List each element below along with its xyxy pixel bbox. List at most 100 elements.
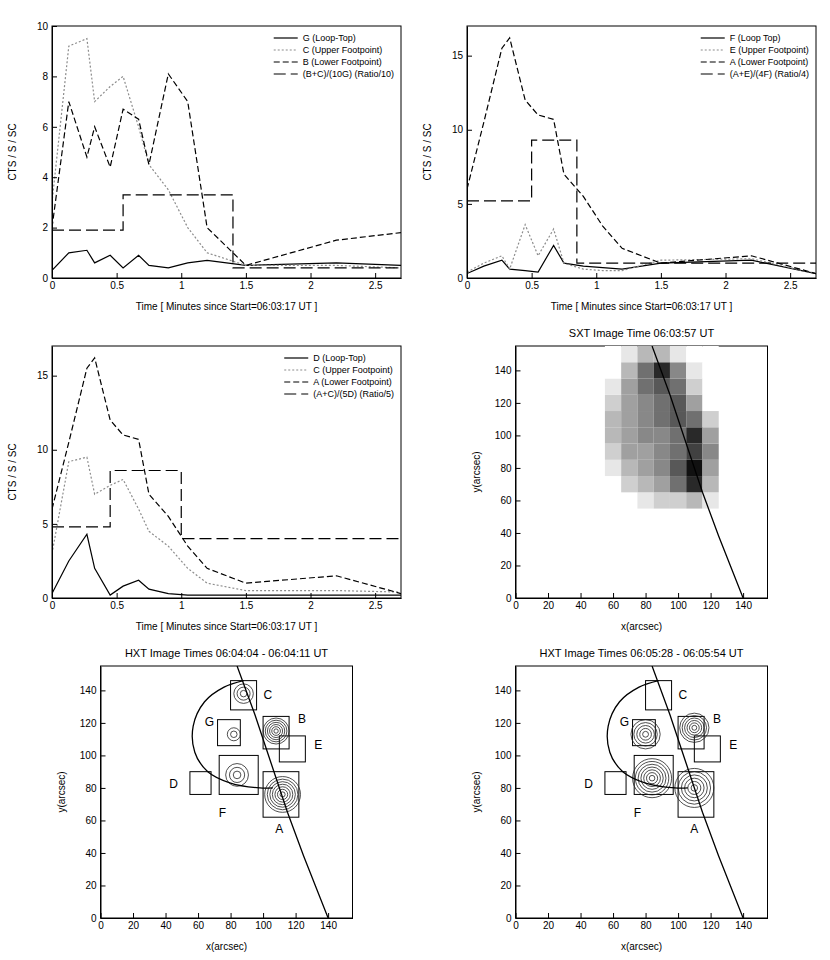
heatmap-cell: [654, 460, 670, 476]
y-axis-title: y(arcsec): [471, 771, 482, 812]
heatmap-cell: [637, 346, 653, 362]
legend-entries: G (Loop-Top)C (Upper Footpoint)B (Lower …: [274, 33, 394, 79]
tick-mark: [711, 913, 712, 918]
series-line: [467, 225, 816, 274]
tick: 20: [500, 880, 520, 891]
legend-background: [280, 349, 398, 403]
tick: 60: [500, 815, 520, 826]
tick-mark: [726, 273, 727, 278]
x-axis: 00.511.522.5: [50, 593, 402, 611]
tick: 2: [42, 222, 57, 233]
heatmap-cell: [686, 411, 702, 427]
x-axis-title: Time [ Minutes since Start=06:03:17 UT ]: [136, 301, 318, 312]
heatmap-cell: [654, 444, 670, 460]
tick: 0.5: [525, 273, 539, 291]
x-axis: 020406080100120140: [98, 913, 353, 931]
tick-mark: [516, 500, 521, 501]
tick: 2.5: [784, 273, 798, 291]
contour: [689, 723, 699, 733]
tick: 100: [670, 913, 687, 931]
tick-label: 1: [594, 280, 600, 291]
tick: 1: [179, 593, 185, 611]
contour: [638, 764, 666, 792]
heatmap-cell: [654, 346, 670, 362]
region-label: G: [620, 715, 629, 729]
y-axis: 051015: [452, 27, 472, 284]
y-axis-title: CTS / S / SC: [7, 443, 18, 500]
x-axis-title: x(arcsec): [621, 621, 662, 632]
tick-label: 100: [670, 600, 687, 611]
tick-label: 2: [308, 600, 314, 611]
tick-label: 40: [160, 920, 172, 931]
region-label: B: [713, 712, 721, 726]
tick-label: 60: [500, 815, 512, 826]
heatmap-cell: [637, 492, 653, 508]
tick-label: 6: [42, 122, 48, 133]
contour: [233, 771, 241, 779]
tick-mark: [181, 593, 182, 598]
tick: 80: [85, 783, 105, 794]
tick: 20: [128, 913, 140, 931]
tick-mark: [467, 130, 472, 131]
panel: 020406080100120140020406080100120140SXT …: [471, 327, 769, 632]
tick-mark: [52, 76, 57, 77]
region-box: [678, 716, 704, 749]
tick-label: 10: [37, 444, 49, 455]
tick-mark: [548, 593, 549, 598]
tick-label: 0.5: [110, 280, 124, 291]
contour-set: [227, 728, 240, 741]
tick-mark: [52, 598, 57, 599]
legend-swatch: [284, 357, 308, 358]
contour: [634, 723, 657, 746]
heatmap-cell: [654, 362, 670, 378]
tick-label: 2.5: [369, 600, 383, 611]
tick-mark: [101, 885, 106, 886]
plot-frame: [52, 346, 401, 598]
contour: [227, 728, 240, 741]
tick: 40: [500, 528, 520, 539]
heatmap-cell: [605, 379, 621, 395]
tick-mark: [516, 788, 521, 789]
legend-swatch: [284, 393, 308, 394]
region-label: C: [679, 688, 688, 702]
tick: 80: [641, 593, 653, 611]
tick-label: 0.5: [110, 600, 124, 611]
heatmap-cell: [621, 379, 637, 395]
axis-line: [53, 598, 402, 599]
tick-label: 80: [500, 463, 512, 474]
contour: [231, 731, 238, 738]
legend-background: [270, 29, 398, 83]
x-axis-title: x(arcsec): [621, 941, 662, 952]
tick-label: 0: [50, 600, 56, 611]
heatmap-cell: [621, 346, 637, 362]
tick-label: 5: [457, 199, 463, 210]
heatmap-cell: [686, 362, 702, 378]
tick-label: 140: [735, 600, 752, 611]
tick: 40: [85, 848, 105, 859]
tick: 80: [500, 463, 520, 474]
tick-mark: [101, 788, 106, 789]
tick-label: 60: [608, 920, 620, 931]
legend-label: (A+C)/(5D) (Ratio/5): [313, 389, 394, 399]
heatmap-cell: [637, 476, 653, 492]
axis-line: [52, 347, 53, 599]
heatmap-cell: [702, 476, 718, 492]
figure: 00.511.522.50246810Time [ Minutes since …: [0, 0, 830, 960]
x-axis: 00.511.522.5: [50, 273, 402, 291]
legend-label: (B+C)/(10G) (Ratio/10): [303, 69, 394, 79]
tick-mark: [467, 278, 472, 279]
region-label: G: [205, 715, 214, 729]
tick-mark: [743, 913, 744, 918]
tick-label: 2: [723, 280, 729, 291]
tick-label: 40: [500, 528, 512, 539]
tick-mark: [133, 913, 134, 918]
tick: 10: [37, 21, 57, 32]
region-box: [263, 716, 289, 749]
tick-mark: [246, 273, 247, 278]
panel: 00.511.522.50246810Time [ Minutes since …: [7, 21, 402, 312]
legend-swatch: [284, 369, 308, 370]
tick-label: 15: [37, 370, 49, 381]
tick-label: 80: [641, 920, 653, 931]
plot-area: [467, 38, 816, 274]
plot-frame: [52, 26, 401, 278]
